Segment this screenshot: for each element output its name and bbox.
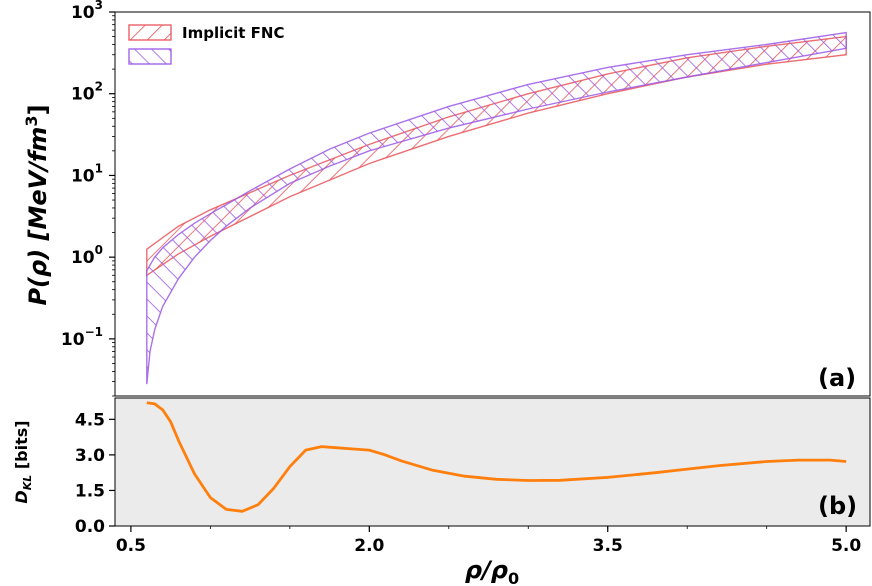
panel-a-label: (a) [818, 364, 856, 392]
x-tick-label-3: 5.0 [831, 536, 861, 556]
x-tick-label-2: 3.5 [593, 536, 623, 556]
panel-a-ylabel: P(ρ) [MeV/fm3] [22, 104, 52, 305]
panel-b-ticks: 0.0 1.5 3.0 4.5 0.5 2.0 3.5 5.0 [75, 410, 862, 556]
x-tick-label-0: 0.5 [116, 536, 146, 556]
panel-b-label: (b) [818, 492, 857, 520]
legend-label-implicit: Implicit FNC [182, 24, 284, 42]
panel-a: 10−1 100 101 102 103 Implicit FNC (a) P(ρ) [… [22, 0, 871, 397]
panel-a-frame [114, 11, 871, 397]
x-tick-label-1: 2.0 [354, 536, 384, 556]
legend-swatch-implicit [128, 24, 172, 41]
panel-a-ticks: 10−1 100 101 102 103 [61, 0, 115, 397]
legend: Implicit FNC [128, 24, 284, 65]
y-tick-label-a-0: 10−1 [61, 325, 103, 350]
band-explicit-fnc [146, 31, 847, 385]
legend-swatch-explicit [128, 48, 172, 65]
y-tick-label-b-0: 0.0 [75, 517, 105, 537]
y-tick-label-a-2: 101 [71, 161, 103, 186]
y-tick-label-b-2: 3.0 [75, 446, 105, 466]
y-tick-label-a-1: 100 [71, 243, 103, 268]
panel-b-frame [114, 397, 871, 527]
panel-b-plot-area [115, 398, 870, 526]
panel-b-ylabel: DKL [bits] [12, 420, 34, 503]
y-tick-label-a-3: 102 [71, 80, 103, 105]
x-axis-label: ρ/ρ0 [465, 556, 519, 586]
kl-line-group [146, 401, 847, 513]
panel-b: 0.01.53.04.50.5 2.0 3.5 5.0 (b) DKL [bits] … [12, 397, 871, 586]
kl-line [146, 401, 847, 513]
y-tick-label-b-3: 4.5 [75, 410, 105, 430]
y-tick-label-a-4: 103 [71, 0, 103, 23]
bands-group [146, 31, 847, 385]
y-tick-label-b-1: 1.5 [75, 481, 105, 501]
